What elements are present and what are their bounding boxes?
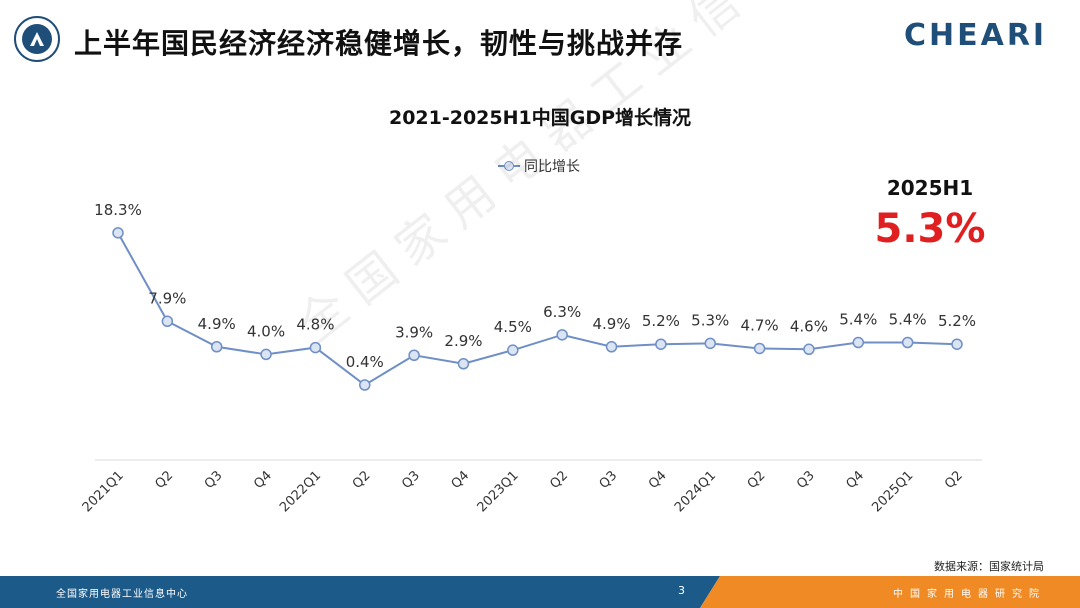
value-label-17: 5.2% bbox=[938, 312, 976, 330]
x-tick-labels: 2021Q1 Q2 Q3 Q4 2022Q1 Q2 Q3 Q4 2023Q1 Q2 Q3 Q4 2024… bbox=[80, 468, 966, 515]
data-point-14 bbox=[803, 343, 815, 356]
data-point-12 bbox=[704, 337, 716, 350]
value-labels: 18.3% 7.9% 4.9% 4.0% 4.8% 0.4% 3.9% 2.9% 4.5% 6.3… bbox=[94, 201, 976, 371]
data-point-3 bbox=[260, 348, 272, 361]
value-label-13: 4.7% bbox=[741, 316, 779, 334]
legend-label: 同比增长 bbox=[524, 159, 580, 175]
data-point-15 bbox=[852, 336, 865, 349]
x-tick-label-3: Q4 bbox=[251, 468, 275, 492]
chart-legend: 同比增长 bbox=[498, 156, 580, 176]
data-point-7 bbox=[457, 358, 470, 370]
data-point-8 bbox=[507, 344, 519, 356]
x-tick-label-6: Q3 bbox=[399, 468, 423, 492]
value-label-6: 3.9% bbox=[395, 323, 433, 341]
highlight-label: 2025H1 bbox=[886, 176, 974, 200]
value-label-9: 6.3% bbox=[543, 303, 581, 321]
footer-right-band bbox=[700, 576, 1080, 608]
highlight-value: 5.3% bbox=[874, 206, 986, 252]
x-tick-label-7: Q4 bbox=[449, 468, 473, 492]
legend-line-icon bbox=[498, 161, 520, 171]
data-point-6 bbox=[408, 349, 420, 361]
series-line bbox=[117, 232, 958, 387]
page-number: 3 bbox=[678, 584, 685, 597]
x-tick-label-17: Q2 bbox=[942, 468, 966, 492]
value-label-10: 4.9% bbox=[592, 315, 630, 333]
x-tick-label-1: Q2 bbox=[152, 468, 176, 492]
footer-left-band bbox=[0, 576, 720, 608]
data-point-11 bbox=[655, 338, 667, 350]
footer-right-text: 中国家用电器研究院 bbox=[893, 589, 1046, 600]
data-point-9 bbox=[556, 329, 568, 341]
value-label-3: 4.0% bbox=[247, 322, 285, 340]
chart-title: 2021-2025H1中国GDP增长情况 bbox=[388, 107, 692, 129]
value-label-5: 0.4% bbox=[346, 353, 384, 371]
data-point-17 bbox=[951, 338, 963, 350]
page-title: 上半年国民经济经济稳健增长，韧性与挑战并存 bbox=[74, 27, 684, 60]
value-label-1: 7.9% bbox=[148, 289, 186, 307]
x-tick-label-11: Q4 bbox=[646, 468, 670, 492]
x-tick-label-2: Q3 bbox=[202, 468, 226, 492]
value-label-4: 4.8% bbox=[296, 316, 334, 334]
data-point-2 bbox=[210, 341, 223, 353]
footer-left-text: 全国家用电器工业信息中心 bbox=[56, 589, 188, 600]
logo-mark-icon bbox=[22, 24, 52, 54]
x-tick-label-16: 2025Q1 bbox=[869, 468, 916, 515]
value-label-0: 18.3% bbox=[94, 201, 142, 219]
data-point-13 bbox=[753, 342, 766, 355]
data-point-1 bbox=[161, 315, 174, 327]
x-tick-label-4: 2022Q1 bbox=[277, 468, 324, 515]
x-tick-label-10: Q3 bbox=[597, 468, 621, 492]
x-tick-label-13: Q2 bbox=[745, 468, 769, 492]
value-label-16: 5.4% bbox=[889, 311, 927, 329]
x-tick-label-12: 2024Q1 bbox=[672, 468, 719, 515]
value-label-11: 5.2% bbox=[642, 312, 680, 330]
x-tick-label-5: Q2 bbox=[350, 468, 374, 492]
value-label-14: 4.6% bbox=[790, 317, 828, 335]
institute-logo bbox=[14, 16, 60, 62]
data-source: 数据来源：国家统计局 bbox=[934, 560, 1044, 573]
x-tick-label-14: Q3 bbox=[794, 468, 818, 492]
value-label-15: 5.4% bbox=[839, 311, 877, 329]
value-label-8: 4.5% bbox=[494, 318, 532, 336]
data-point-16 bbox=[901, 336, 914, 349]
data-point-5 bbox=[359, 379, 371, 391]
x-tick-label-0: 2021Q1 bbox=[80, 468, 127, 515]
data-point-10 bbox=[605, 341, 618, 353]
brand-logo: CHEARI bbox=[904, 18, 1048, 53]
value-label-12: 5.3% bbox=[691, 311, 729, 329]
x-tick-label-15: Q4 bbox=[843, 468, 867, 492]
series-markers bbox=[112, 227, 963, 391]
footer: 全国家用电器工业信息中心 3 中国家用电器研究院 bbox=[0, 576, 1080, 608]
x-tick-label-8: 2023Q1 bbox=[475, 468, 522, 515]
x-tick-label-9: Q2 bbox=[547, 468, 571, 492]
data-point-0 bbox=[112, 227, 124, 239]
data-point-4 bbox=[309, 341, 322, 354]
value-label-2: 4.9% bbox=[198, 315, 236, 333]
value-label-7: 2.9% bbox=[444, 332, 482, 350]
